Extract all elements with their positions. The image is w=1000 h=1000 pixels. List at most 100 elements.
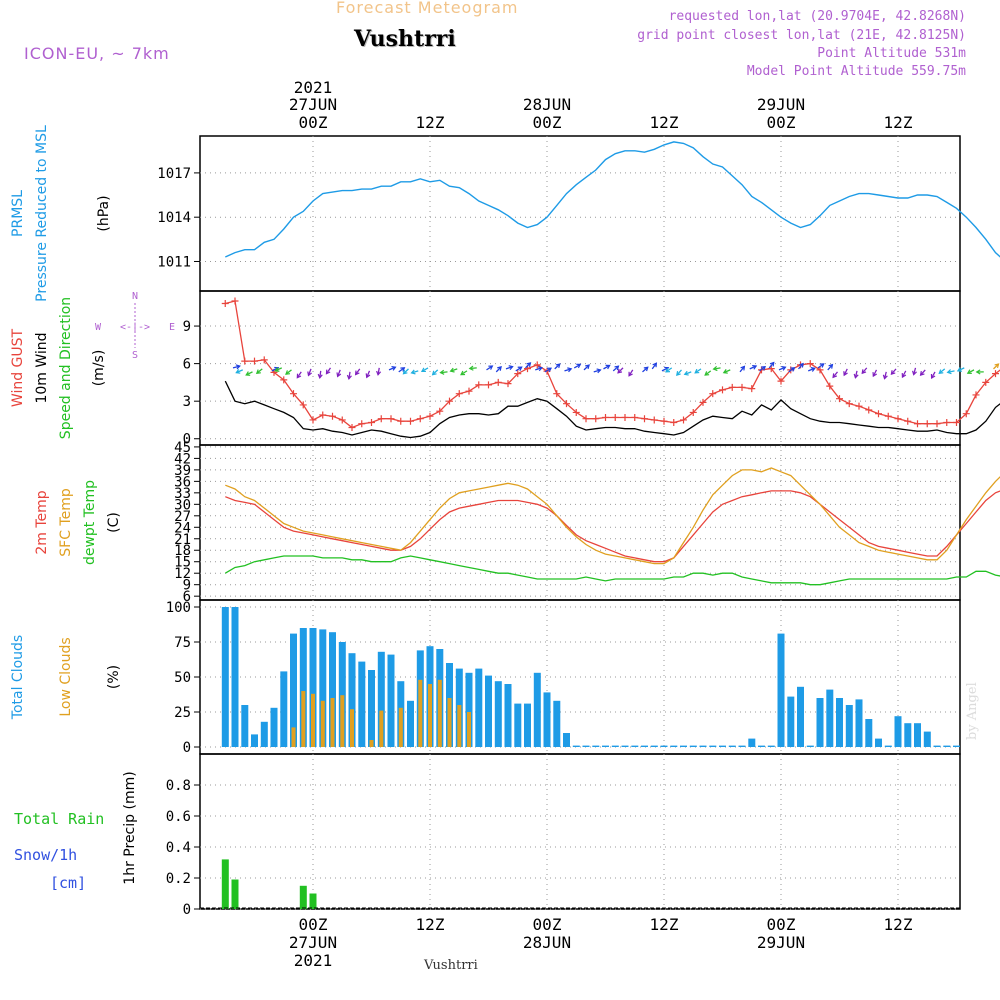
wind-arrowhead: [704, 371, 710, 376]
total-cloud-bar: [465, 672, 473, 747]
wind-direction-arrow: [713, 367, 721, 370]
dewpt-series-line: [224, 555, 1000, 586]
wind-direction-arrow: [535, 367, 543, 371]
total-cloud-bar: [524, 703, 531, 747]
wind-arrowhead: [346, 374, 352, 380]
wind-arrowhead: [439, 369, 445, 375]
wind-arrowhead: [537, 366, 544, 372]
gust-marker: [962, 410, 970, 418]
low-cloud-bar: [418, 679, 423, 747]
gust-marker: [894, 415, 902, 423]
y-tick-label: 6: [183, 357, 191, 373]
wind-arrowhead: [460, 370, 466, 376]
pressure-series-line: [225, 141, 1000, 258]
gust-marker: [309, 416, 317, 424]
bottom-hour-label: 00Z: [299, 915, 328, 934]
total-cloud-bar: [660, 745, 668, 747]
top-year-label: 2021: [294, 78, 333, 97]
wind-arrowhead: [761, 365, 767, 371]
total-cloud-bar: [787, 696, 795, 747]
gust-marker: [221, 300, 229, 308]
total-cloud-bar: [826, 689, 834, 747]
wind-direction-arrow: [901, 370, 907, 378]
wind-arrowhead: [576, 363, 582, 369]
footer-location: Vushtrri: [424, 958, 478, 973]
low-cloud-bar: [379, 710, 384, 747]
gust-marker: [611, 413, 619, 421]
y-tick-label: 0.2: [166, 871, 191, 887]
gust-marker: [680, 416, 687, 424]
low-cloud-bar: [437, 679, 442, 747]
total-cloud-bar: [806, 745, 814, 747]
rain-bar: [299, 885, 307, 910]
y-tick-label: 100: [166, 600, 191, 616]
wind-arrowhead: [832, 373, 838, 379]
wind-direction-arrow: [398, 367, 405, 373]
wind-axis-label: Speed and Direction: [58, 297, 74, 439]
total-cloud-bar: [475, 668, 483, 747]
gust-marker: [299, 401, 307, 409]
total-cloud-bar: [699, 745, 707, 747]
y-tick-label: 0: [183, 740, 191, 756]
total-cloud-bar: [767, 745, 775, 747]
sfc-temp-series-line: [225, 467, 1000, 565]
wind-direction-arrow: [603, 364, 610, 370]
gust-marker: [426, 412, 434, 420]
total-cloud-bar: [358, 661, 366, 747]
total-cloud-bar: [231, 607, 239, 747]
snow-unit-legend: [cm]: [50, 874, 86, 892]
wind-arrowhead: [722, 369, 728, 374]
wind-arrowhead: [861, 369, 867, 375]
gust-marker: [992, 370, 999, 378]
wind-arrowhead: [336, 372, 342, 378]
gust-marker: [407, 417, 414, 425]
wind-direction-arrow: [450, 368, 458, 372]
wind-arrowhead: [676, 371, 681, 376]
wind-direction-arrow: [808, 367, 815, 372]
wind-arrowhead: [882, 374, 888, 380]
total-cloud-bar: [884, 745, 892, 747]
wind-arrowhead: [652, 362, 658, 368]
wind-arrowhead: [255, 369, 261, 375]
y-tick-label: 50: [174, 670, 191, 686]
gust-marker: [455, 390, 463, 398]
total-cloud-bar: [719, 745, 726, 747]
wind-arrowhead: [325, 369, 331, 375]
rain-bar: [221, 859, 229, 909]
y-tick-label: 12: [174, 566, 191, 582]
gust-marker: [855, 402, 863, 410]
wind-arrowhead: [449, 367, 455, 373]
wind-axis-label: 10m Wind: [34, 332, 50, 403]
total-cloud-bar: [407, 700, 414, 747]
wind-direction-arrow: [495, 366, 502, 373]
wind-arrowhead: [938, 369, 944, 375]
y-tick-label: 1011: [157, 254, 191, 270]
model-label: ICON-EU, ~ 7km: [24, 44, 170, 63]
wind-arrowhead: [285, 370, 291, 375]
wind-direction-arrow: [285, 369, 292, 375]
wind-direction-arrow: [861, 367, 868, 374]
gust-marker: [416, 415, 424, 423]
y-tick-label: 39: [174, 463, 191, 479]
y-tick-label: 1017: [157, 166, 191, 182]
wind-direction-arrow: [913, 367, 917, 375]
total-cloud-bar: [728, 745, 736, 747]
wind-arrowhead: [853, 373, 859, 379]
wind-arrowhead: [488, 365, 494, 370]
wind-arrowhead: [694, 368, 700, 374]
wind-direction-arrow: [938, 368, 946, 374]
y-tick-label: 0: [183, 902, 191, 918]
total-cloud-bar: [953, 745, 960, 747]
wind-arrowhead: [555, 363, 561, 369]
wind-arrowhead: [740, 365, 746, 371]
total-cloud-bar: [338, 642, 346, 747]
total-cloud-bar: [543, 692, 551, 747]
gust-marker: [738, 383, 746, 391]
wind-arrowhead: [410, 369, 416, 375]
wind-arrowhead: [769, 361, 775, 367]
top-hour-label: 12Z: [884, 113, 913, 132]
gust-marker: [621, 413, 629, 421]
wind-arrowhead: [596, 368, 602, 374]
wind-direction-arrow: [469, 367, 477, 370]
y-tick-label: 21: [174, 532, 191, 548]
